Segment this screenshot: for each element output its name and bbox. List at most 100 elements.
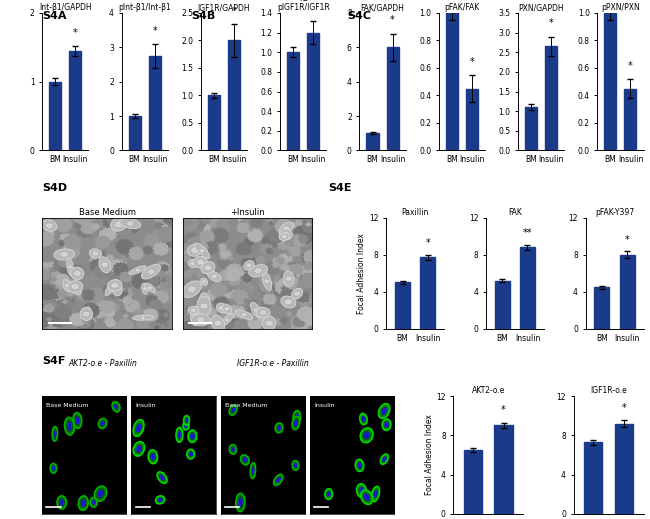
Ellipse shape [220,307,224,309]
Text: *: * [73,28,78,38]
Ellipse shape [380,454,388,465]
Ellipse shape [128,222,133,225]
Ellipse shape [157,472,167,483]
Ellipse shape [374,490,377,497]
Title: PXN/GAPDH: PXN/GAPDH [518,3,564,12]
Ellipse shape [159,474,165,481]
Ellipse shape [101,421,105,426]
Ellipse shape [261,311,266,314]
Ellipse shape [112,283,118,287]
Ellipse shape [155,496,164,504]
Ellipse shape [75,416,80,425]
Ellipse shape [222,304,231,314]
Ellipse shape [278,426,281,430]
Ellipse shape [114,404,118,409]
Ellipse shape [229,445,237,454]
Ellipse shape [255,269,261,272]
Title: Base Medium: Base Medium [79,208,136,217]
Ellipse shape [285,300,291,304]
Ellipse shape [194,256,207,268]
Ellipse shape [57,496,66,509]
Bar [594,287,610,329]
Text: Insulin: Insulin [314,403,335,408]
Bar [387,47,398,151]
Text: *: * [425,238,430,248]
Ellipse shape [103,263,107,266]
Bar [584,442,603,514]
Ellipse shape [277,425,281,431]
Ellipse shape [120,218,141,229]
Ellipse shape [133,420,144,436]
Title: pInt-β1/Int-β1: pInt-β1/Int-β1 [118,3,171,12]
Ellipse shape [213,275,216,278]
Text: S4A: S4A [42,11,67,21]
Ellipse shape [129,266,146,275]
Text: *: * [390,16,395,25]
Ellipse shape [327,491,330,497]
Ellipse shape [281,296,296,308]
Y-axis label: Focal Adhesion Index: Focal Adhesion Index [358,233,367,313]
Ellipse shape [66,284,69,286]
Ellipse shape [292,460,299,470]
Ellipse shape [133,442,144,456]
Ellipse shape [359,487,364,495]
Ellipse shape [150,453,155,460]
Text: IGF1R-o.e - Paxillin: IGF1R-o.e - Paxillin [237,359,309,368]
Ellipse shape [185,418,188,422]
Ellipse shape [361,490,372,504]
Ellipse shape [94,486,107,501]
Bar [545,46,557,151]
Ellipse shape [282,236,286,238]
Ellipse shape [247,264,251,267]
Ellipse shape [283,271,294,286]
Ellipse shape [243,458,247,462]
Ellipse shape [136,446,142,452]
Ellipse shape [111,282,122,296]
Title: FAK: FAK [508,208,522,217]
Bar [307,33,319,151]
Ellipse shape [114,288,118,291]
Ellipse shape [231,407,235,413]
Ellipse shape [362,416,365,421]
Ellipse shape [287,277,291,280]
Bar [208,95,220,151]
Bar [464,450,482,514]
Ellipse shape [188,430,197,443]
Ellipse shape [382,456,387,462]
Bar [495,426,513,514]
Ellipse shape [73,413,82,428]
Bar [395,282,410,329]
Ellipse shape [53,430,57,438]
Ellipse shape [50,463,57,473]
Text: *: * [621,403,626,413]
Ellipse shape [248,265,268,277]
Ellipse shape [256,307,270,318]
Ellipse shape [136,424,141,432]
Ellipse shape [187,244,202,256]
Ellipse shape [201,278,207,285]
Ellipse shape [294,419,298,427]
Bar [367,133,378,151]
Ellipse shape [252,467,254,474]
Text: *: * [469,57,474,66]
Ellipse shape [190,306,200,326]
Ellipse shape [183,421,189,430]
Text: *: * [549,18,554,29]
Text: *: * [501,405,506,415]
Ellipse shape [358,463,361,468]
Ellipse shape [378,404,390,418]
Ellipse shape [136,269,139,271]
Ellipse shape [231,447,235,452]
Ellipse shape [62,253,67,256]
Ellipse shape [188,288,195,291]
Ellipse shape [295,414,298,420]
Ellipse shape [211,315,225,331]
Ellipse shape [99,257,110,273]
Ellipse shape [105,280,118,296]
Title: Int-β1/GAPDH: Int-β1/GAPDH [39,3,92,12]
Ellipse shape [294,420,298,426]
Bar [520,247,535,329]
Ellipse shape [382,408,387,414]
Ellipse shape [67,258,73,276]
Ellipse shape [136,445,142,453]
